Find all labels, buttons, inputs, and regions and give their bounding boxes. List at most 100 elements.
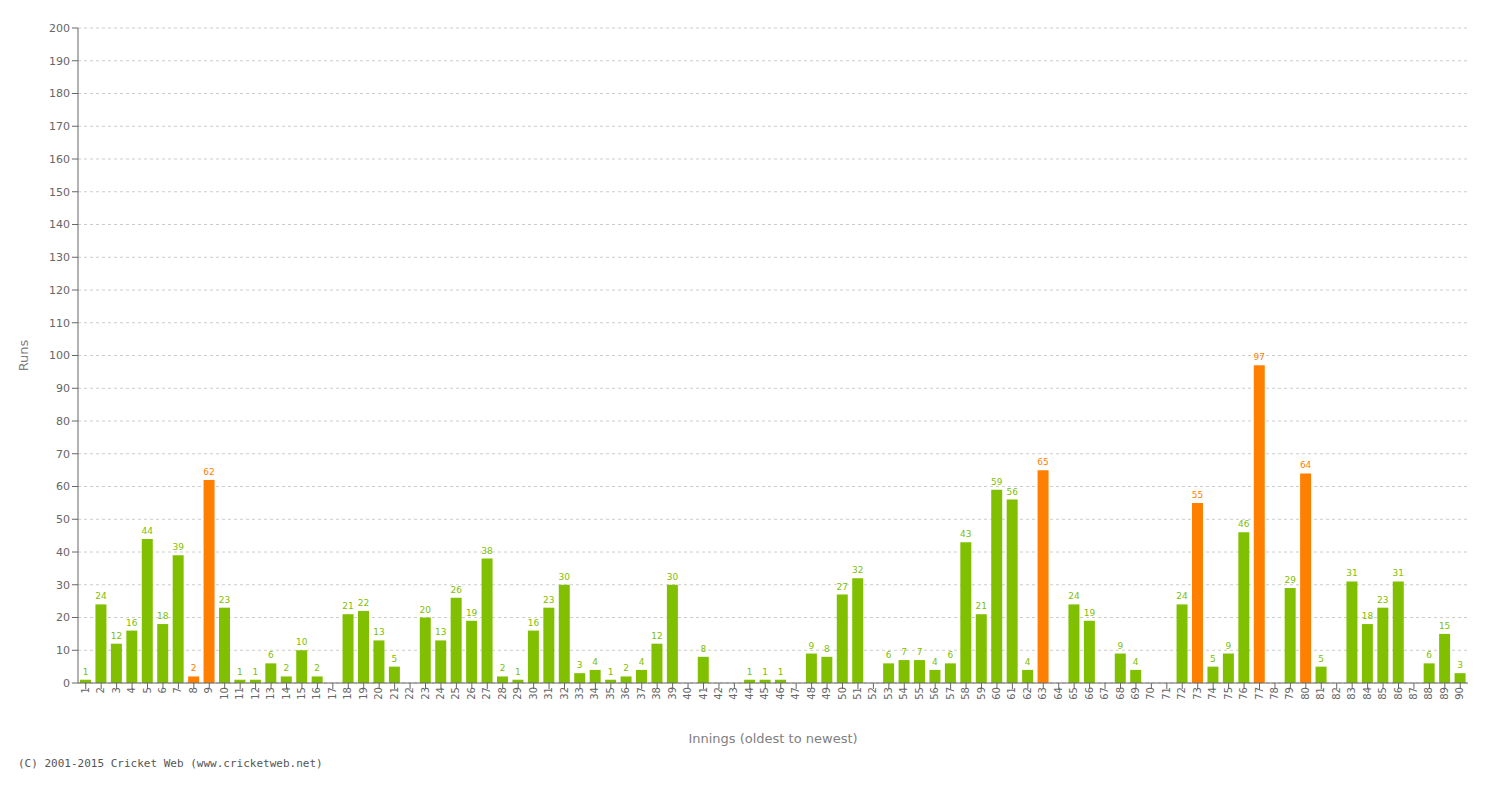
svg-text:89: 89 <box>1439 687 1450 700</box>
svg-text:31: 31 <box>543 687 554 700</box>
svg-text:8: 8 <box>700 644 706 654</box>
svg-text:170: 170 <box>49 120 70 133</box>
svg-text:3: 3 <box>577 660 583 670</box>
svg-text:4: 4 <box>1025 657 1031 667</box>
svg-text:90: 90 <box>1454 687 1465 700</box>
svg-text:22: 22 <box>404 687 415 700</box>
svg-text:56: 56 <box>1006 487 1018 497</box>
svg-text:65: 65 <box>1068 687 1079 700</box>
svg-text:20: 20 <box>373 687 384 700</box>
svg-text:1: 1 <box>253 667 259 677</box>
svg-text:34: 34 <box>589 687 600 700</box>
svg-text:8: 8 <box>824 644 830 654</box>
svg-text:160: 160 <box>49 153 70 166</box>
svg-text:70: 70 <box>1145 687 1156 700</box>
svg-text:16: 16 <box>528 618 540 628</box>
svg-text:Runs: Runs <box>16 339 31 371</box>
svg-text:84: 84 <box>1362 687 1373 700</box>
svg-text:85: 85 <box>1377 687 1388 700</box>
svg-text:44: 44 <box>744 687 755 700</box>
svg-text:15: 15 <box>296 687 307 700</box>
svg-text:24: 24 <box>1068 591 1080 601</box>
svg-text:2: 2 <box>623 663 629 673</box>
svg-text:19: 19 <box>466 608 478 618</box>
svg-text:12: 12 <box>250 687 261 700</box>
svg-text:6: 6 <box>886 650 892 660</box>
svg-text:79: 79 <box>1284 687 1295 700</box>
svg-text:32: 32 <box>852 565 863 575</box>
svg-text:24: 24 <box>435 687 446 700</box>
svg-text:44: 44 <box>142 526 154 536</box>
svg-text:5: 5 <box>1210 654 1216 664</box>
svg-text:72: 72 <box>1176 687 1187 700</box>
svg-text:22: 22 <box>358 598 369 608</box>
svg-text:23: 23 <box>420 687 431 700</box>
svg-text:2: 2 <box>314 663 320 673</box>
svg-text:53: 53 <box>883 687 894 700</box>
svg-text:2: 2 <box>283 663 289 673</box>
svg-text:60: 60 <box>991 687 1002 700</box>
svg-text:2: 2 <box>191 663 197 673</box>
svg-text:55: 55 <box>1192 490 1203 500</box>
svg-text:30: 30 <box>667 572 679 582</box>
svg-text:100: 100 <box>49 349 70 362</box>
svg-text:18: 18 <box>157 611 169 621</box>
svg-text:23: 23 <box>543 595 554 605</box>
svg-text:190: 190 <box>49 55 70 68</box>
svg-text:83: 83 <box>1346 687 1357 700</box>
svg-text:38: 38 <box>481 546 493 556</box>
svg-text:19: 19 <box>1084 608 1096 618</box>
svg-text:33: 33 <box>574 687 585 700</box>
svg-text:21: 21 <box>342 601 353 611</box>
svg-text:97: 97 <box>1254 352 1265 362</box>
svg-text:32: 32 <box>559 687 570 700</box>
svg-text:46: 46 <box>1238 519 1250 529</box>
svg-text:40: 40 <box>56 546 70 559</box>
svg-text:62: 62 <box>203 467 214 477</box>
svg-text:86: 86 <box>1393 687 1404 700</box>
svg-text:6: 6 <box>268 650 274 660</box>
svg-text:1: 1 <box>747 667 753 677</box>
svg-text:78: 78 <box>1269 687 1280 700</box>
svg-text:6: 6 <box>1426 650 1432 660</box>
svg-text:28: 28 <box>497 687 508 700</box>
svg-text:20: 20 <box>56 611 70 624</box>
svg-text:31: 31 <box>1393 568 1404 578</box>
svg-text:7: 7 <box>172 687 183 693</box>
svg-text:4: 4 <box>639 657 645 667</box>
svg-text:120: 120 <box>49 284 70 297</box>
svg-text:35: 35 <box>605 687 616 700</box>
svg-text:10: 10 <box>219 687 230 700</box>
svg-text:81: 81 <box>1315 687 1326 700</box>
svg-text:9: 9 <box>1226 641 1232 651</box>
svg-text:39: 39 <box>667 687 678 700</box>
svg-text:42: 42 <box>713 687 724 700</box>
svg-text:43: 43 <box>960 529 971 539</box>
svg-text:41: 41 <box>698 687 709 700</box>
svg-text:56: 56 <box>929 687 940 700</box>
svg-text:80: 80 <box>56 415 70 428</box>
svg-text:67: 67 <box>1099 687 1110 700</box>
svg-text:4: 4 <box>592 657 598 667</box>
svg-text:24: 24 <box>1176 591 1188 601</box>
svg-text:50: 50 <box>837 687 848 700</box>
svg-text:27: 27 <box>481 687 492 700</box>
svg-text:36: 36 <box>620 687 631 700</box>
svg-text:1: 1 <box>237 667 243 677</box>
svg-text:14: 14 <box>281 687 292 700</box>
svg-text:77: 77 <box>1254 687 1265 700</box>
svg-text:68: 68 <box>1115 687 1126 700</box>
svg-text:13: 13 <box>373 627 384 637</box>
svg-text:66: 66 <box>1084 687 1095 700</box>
svg-text:76: 76 <box>1238 687 1249 700</box>
svg-text:39: 39 <box>172 542 184 552</box>
svg-text:10: 10 <box>56 644 70 657</box>
svg-text:140: 140 <box>49 218 70 231</box>
svg-text:73: 73 <box>1192 687 1203 700</box>
svg-text:1: 1 <box>83 667 89 677</box>
svg-text:2: 2 <box>500 663 506 673</box>
svg-text:0: 0 <box>63 677 70 690</box>
svg-text:24: 24 <box>95 591 107 601</box>
svg-text:21: 21 <box>976 601 987 611</box>
svg-text:82: 82 <box>1331 687 1342 700</box>
